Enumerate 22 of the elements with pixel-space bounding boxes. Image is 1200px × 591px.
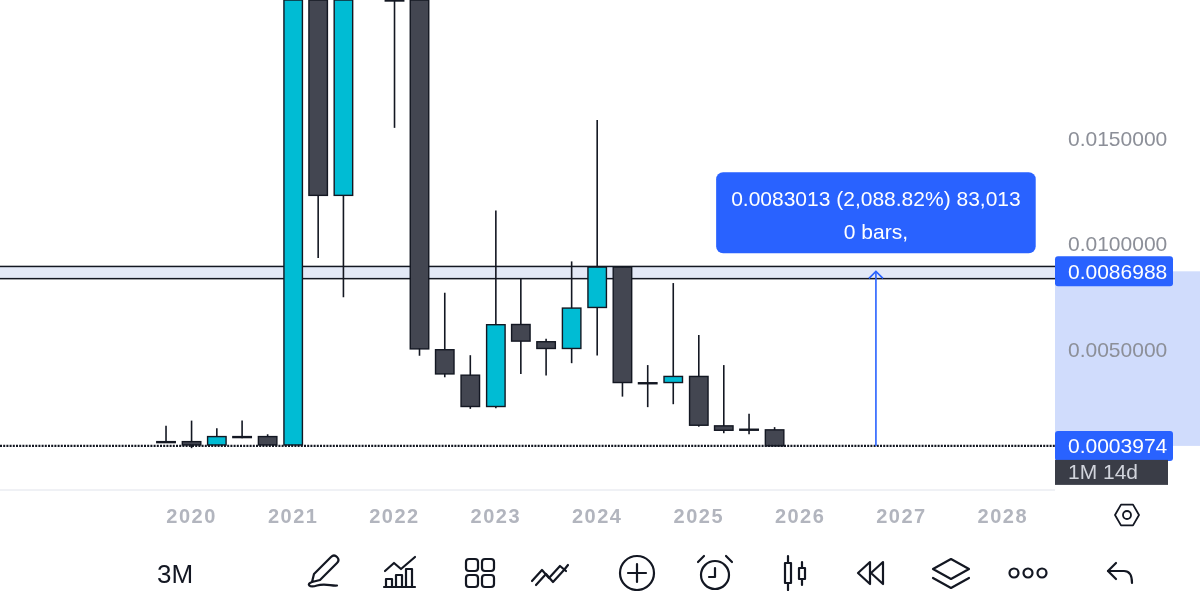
text: 1M 14d [1068,460,1139,484]
x-tick-label: 2026 [774,505,826,527]
candlestick [384,0,405,129]
y-tick-label: 0.0050000 [1068,337,1168,361]
x-tick-label: 2025 [673,505,725,527]
x-tick-label: 2022 [369,505,420,527]
x-tick-label: 2023 [470,505,522,527]
annotation: 0 bars, [843,219,909,243]
candlestick [663,282,684,405]
candlestick [713,364,734,435]
text: 3M [157,559,194,589]
text: 0.0086988 [1068,259,1168,283]
candlestick [536,337,557,377]
x-tick-label: 2021 [267,505,319,527]
x-tick-label: 2028 [977,505,1029,527]
x-tick-label: 2027 [876,505,927,527]
y-tick-label: 0.0150000 [1068,127,1168,151]
x-tick-label: 2020 [166,505,217,527]
y-tick-label: 0.0100000 [1068,232,1168,256]
ref-line-label: 0.0003974 [1068,434,1168,458]
x-tick-label: 2024 [571,505,623,527]
annotation: 0.0083013 (2,088.82%) 83,013 [731,186,1021,210]
